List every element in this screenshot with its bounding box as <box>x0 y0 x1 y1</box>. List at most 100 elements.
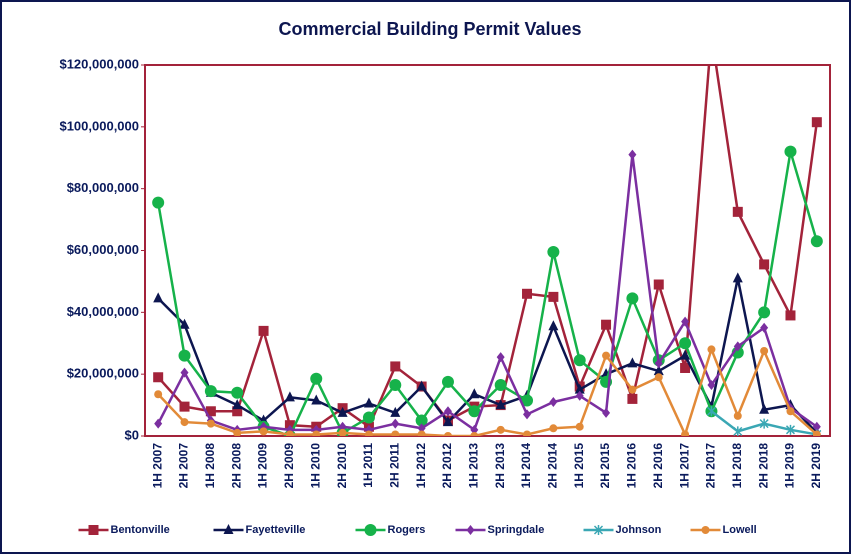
marker <box>654 358 663 369</box>
marker <box>733 426 743 436</box>
marker <box>232 399 243 410</box>
marker <box>628 149 637 160</box>
marker <box>443 432 452 436</box>
marker <box>470 424 479 435</box>
chart-title: Commercial Building Permit Values <box>278 19 581 39</box>
x-tick-label: 1H 2008 <box>203 443 217 489</box>
marker <box>601 319 612 330</box>
marker <box>469 388 480 399</box>
marker <box>759 403 770 414</box>
legend-label: Springdale <box>488 524 545 536</box>
x-tick-label: 2H 2016 <box>651 443 665 489</box>
marker <box>496 425 505 434</box>
marker <box>654 373 663 382</box>
marker <box>706 406 716 417</box>
legend-label: Rogers <box>388 524 426 536</box>
marker <box>391 418 400 429</box>
marker <box>154 390 163 399</box>
marker <box>680 362 691 373</box>
marker <box>153 372 164 383</box>
marker <box>701 526 710 534</box>
x-tick-label: 2H 2010 <box>335 443 349 489</box>
marker <box>337 406 348 417</box>
x-tick-label: 2H 2019 <box>809 443 823 489</box>
marker <box>206 419 215 428</box>
marker <box>573 354 586 367</box>
y-tick-label: $20,000,000 <box>67 366 139 381</box>
marker <box>205 406 216 417</box>
x-tick-label: 2H 2015 <box>598 443 612 489</box>
marker <box>179 318 190 329</box>
marker <box>231 386 244 399</box>
marker <box>311 394 322 405</box>
x-tick-label: 2H 2008 <box>229 443 243 489</box>
x-tick-label: 1H 2019 <box>783 443 797 489</box>
marker <box>626 292 639 305</box>
legend-label: Bentonville <box>111 524 170 536</box>
marker <box>758 306 771 319</box>
marker <box>417 430 426 436</box>
marker <box>547 246 560 259</box>
y-tick-label: $100,000,000 <box>59 118 139 133</box>
x-tick-label: 2H 2018 <box>756 443 770 489</box>
marker <box>680 349 691 360</box>
marker <box>732 206 743 217</box>
marker <box>521 394 534 407</box>
marker <box>811 117 822 128</box>
x-tick-label: 2H 2009 <box>282 443 296 489</box>
x-tick-label: 2H 2007 <box>177 443 191 489</box>
marker <box>548 320 559 331</box>
marker <box>523 430 532 436</box>
marker <box>180 418 189 427</box>
marker <box>732 272 743 283</box>
marker <box>785 310 796 321</box>
marker <box>152 196 165 209</box>
marker <box>258 325 269 336</box>
marker <box>232 406 243 417</box>
marker <box>575 422 584 431</box>
marker <box>593 525 604 535</box>
x-tick-label: 1H 2016 <box>625 443 639 489</box>
marker <box>338 421 347 432</box>
marker <box>259 427 268 436</box>
marker <box>442 416 453 427</box>
marker <box>733 341 742 352</box>
marker <box>733 411 742 420</box>
marker <box>470 432 479 436</box>
marker <box>760 322 769 333</box>
x-tick-label: 2H 2012 <box>440 443 454 489</box>
marker <box>391 430 400 436</box>
marker <box>312 430 321 436</box>
marker <box>812 430 821 436</box>
marker <box>178 349 191 362</box>
marker <box>628 385 637 394</box>
x-tick-label: 1H 2017 <box>677 443 691 489</box>
x-tick-label: 2H 2011 <box>387 443 401 488</box>
marker <box>759 418 769 429</box>
marker <box>653 279 664 290</box>
x-tick-label: 1H 2018 <box>730 443 744 489</box>
marker <box>466 525 475 535</box>
marker <box>310 372 323 385</box>
marker <box>285 430 294 436</box>
marker <box>284 391 295 402</box>
marker <box>494 378 507 391</box>
legend-label: Lowell <box>723 524 757 536</box>
marker <box>389 378 402 391</box>
marker <box>362 411 375 424</box>
x-tick-label: 1H 2015 <box>572 443 586 489</box>
marker <box>810 235 823 248</box>
series-line <box>157 345 818 436</box>
marker <box>681 316 690 327</box>
x-tick-label: 2H 2014 <box>546 443 560 489</box>
x-tick-label: 1H 2009 <box>256 443 270 489</box>
y-tick-label: $60,000,000 <box>67 242 139 257</box>
x-tick-label: 1H 2012 <box>414 443 428 489</box>
marker <box>496 352 505 363</box>
marker <box>416 380 427 391</box>
marker <box>627 357 638 368</box>
plot-area <box>152 65 823 436</box>
marker <box>602 351 611 360</box>
